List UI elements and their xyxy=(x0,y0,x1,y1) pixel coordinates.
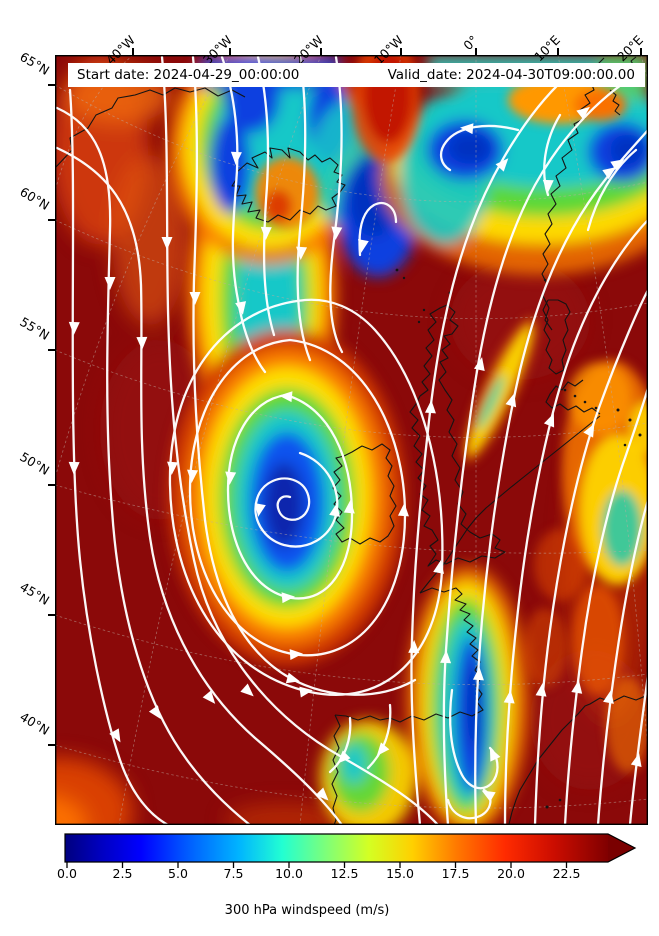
colorbar-tick-label: 5.0 xyxy=(168,866,188,881)
top-tick-10e xyxy=(557,48,559,55)
colorbar-title: 300 hPa windspeed (m/s) xyxy=(224,903,390,918)
start-date-label: Start date: 2024-04-29_00:00:00 xyxy=(77,67,300,83)
windspeed-field-layer xyxy=(55,55,648,825)
left-tick-45n xyxy=(48,614,55,616)
colorbar-tick-label: 12.5 xyxy=(330,866,359,881)
top-tick-20w xyxy=(320,48,322,55)
coast-norway xyxy=(541,57,605,331)
colorbar-tick-label: 7.5 xyxy=(223,866,244,881)
colorbar xyxy=(64,833,637,868)
left-axis-label: 60°N xyxy=(17,183,53,214)
valid-date-label: Valid_date: 2024-04-30T09:00:00.00 xyxy=(387,67,635,83)
colorbar-ticks xyxy=(66,862,568,868)
coast-great-britain xyxy=(409,304,506,567)
date-annotation-band: Start date: 2024-04-29_00:00:00 Valid_da… xyxy=(68,63,645,87)
coastline-islands xyxy=(395,268,642,809)
top-tick-40w xyxy=(132,48,134,55)
colorbar-outline xyxy=(64,833,637,863)
coast-portugal xyxy=(331,714,341,825)
colorbar-tick-label: 0.0 xyxy=(57,866,77,881)
top-tick-10w xyxy=(400,48,402,55)
colorbar-tick-label: 15.0 xyxy=(386,866,414,881)
left-tick-65n xyxy=(48,84,55,86)
left-tick-55n xyxy=(48,349,55,351)
left-tick-60n xyxy=(48,219,55,221)
colorbar-tick-label: 17.5 xyxy=(441,866,470,881)
top-tick-0 xyxy=(475,48,477,55)
map-canvas xyxy=(55,55,648,825)
left-axis-label: 40°N xyxy=(17,708,53,739)
colorbar-gradient xyxy=(65,834,608,862)
left-axis-label: 50°N xyxy=(17,448,53,479)
left-tick-50n xyxy=(48,484,55,486)
left-axis-label: 55°N xyxy=(17,313,53,344)
coast-islets-ne2 xyxy=(609,89,621,116)
left-axis-label: 65°N xyxy=(17,48,53,79)
colorbar-tick-label: 22.5 xyxy=(552,866,581,881)
colorbar-tick-label: 10.0 xyxy=(275,866,303,881)
colorbar-tick-label: 2.5 xyxy=(112,866,133,881)
coast-north-sea xyxy=(419,415,601,594)
map-border xyxy=(55,55,648,825)
left-tick-40n xyxy=(48,744,55,746)
top-tick-20e xyxy=(640,48,642,55)
coast-greenland xyxy=(55,87,246,169)
top-tick-30w xyxy=(229,48,231,55)
coast-german-bight xyxy=(545,379,601,415)
coastline-layer xyxy=(55,56,648,825)
left-axis-label: 45°N xyxy=(17,578,53,609)
coast-ireland xyxy=(332,443,397,545)
colorbar-extend-arrow xyxy=(608,834,635,862)
colorbar-tick-label: 20.0 xyxy=(497,866,525,881)
